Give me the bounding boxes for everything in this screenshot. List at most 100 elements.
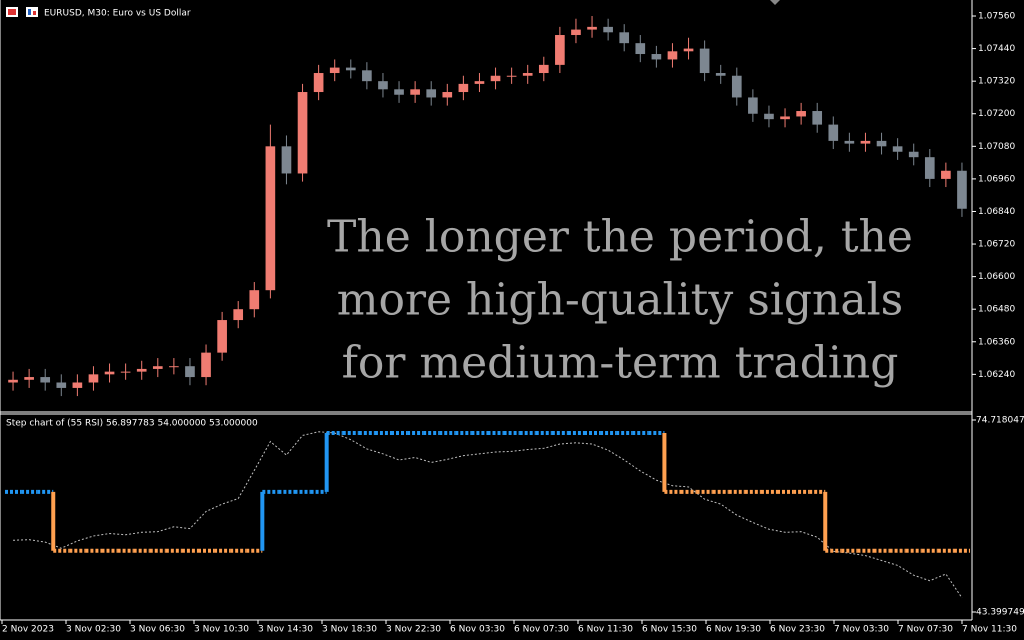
candle-body	[667, 51, 678, 60]
candle-body	[120, 371, 131, 373]
candle-body	[362, 70, 372, 82]
price-label: 1.06840	[978, 207, 1015, 217]
candle-body	[394, 89, 404, 95]
time-label: 2 Nov 2023	[2, 625, 54, 635]
price-label: 1.07560	[978, 12, 1015, 22]
time-label: 3 Nov 22:30	[386, 625, 441, 635]
candle-body	[555, 35, 565, 65]
price-label: 1.06480	[978, 305, 1015, 315]
candle-body	[8, 379, 18, 383]
candle-body	[780, 116, 790, 120]
candle-body	[876, 140, 887, 147]
price-label: 1.07440	[978, 44, 1015, 54]
time-label: 6 Nov 11:30	[578, 625, 633, 635]
window-title: EURUSD, M30: Euro vs US Dollar	[44, 9, 191, 19]
candle-body	[587, 26, 597, 30]
indicator-label: 74.718047	[976, 416, 1024, 426]
indicator-title: Step chart of (55 RSI) 56.897783 54.0000…	[6, 419, 258, 429]
candle-body	[426, 89, 437, 98]
candle-body	[908, 151, 919, 158]
shift-marker	[770, 0, 780, 5]
time-label: 6 Nov 19:30	[706, 625, 761, 635]
candle-body	[941, 170, 951, 179]
candle-body	[506, 75, 517, 77]
candle-body	[40, 377, 51, 383]
candle-body	[828, 124, 839, 141]
candle-body	[152, 366, 163, 369]
candle-body	[715, 73, 726, 76]
time-label: 6 Nov 15:30	[642, 625, 697, 635]
candle-body	[281, 146, 292, 174]
icon	[8, 9, 16, 15]
candle-body	[329, 67, 340, 74]
price-label: 1.06960	[978, 174, 1015, 184]
price-label: 1.06360	[978, 337, 1015, 347]
price-label: 1.07320	[978, 77, 1015, 87]
overlay-text: more high-quality signals	[337, 275, 904, 326]
candle-body	[683, 48, 694, 52]
candle-body	[313, 73, 324, 93]
time-label: 3 Nov 06:30	[130, 625, 185, 635]
candle-body	[217, 320, 227, 353]
candle-body	[345, 67, 356, 71]
time-label: 6 Nov 03:30	[450, 625, 505, 635]
time-label: 6 Nov 23:30	[770, 625, 825, 635]
price-label: 1.06600	[978, 272, 1015, 282]
candle-body	[249, 290, 260, 310]
time-label: 7 Nov 11:30	[962, 625, 1017, 635]
candle-body	[844, 140, 855, 144]
icon	[26, 7, 38, 17]
candle-body	[748, 97, 758, 114]
candle-body	[731, 75, 742, 98]
candle-body	[892, 146, 903, 152]
time-label: 3 Nov 14:30	[258, 625, 313, 635]
candle-body	[265, 146, 276, 291]
candle-body	[410, 89, 420, 95]
rsi-line	[13, 431, 963, 599]
candle-body	[603, 26, 613, 33]
price-label: 1.06240	[978, 370, 1015, 380]
price-label: 1.07200	[978, 109, 1015, 119]
candle-body	[24, 377, 34, 380]
time-label: 7 Nov 07:30	[898, 625, 953, 635]
candle-body	[169, 366, 179, 368]
price-label: 1.06720	[978, 240, 1015, 250]
candle-body	[924, 157, 935, 179]
candle-body	[474, 81, 485, 84]
time-label: 3 Nov 10:30	[194, 625, 249, 635]
candle-body	[812, 111, 823, 125]
candle-body	[442, 92, 453, 98]
overlay-text: for medium-term trading	[342, 338, 899, 389]
candle-body	[796, 111, 806, 117]
candle-body	[72, 382, 83, 388]
time-label: 3 Nov 02:30	[66, 625, 121, 635]
candle-body	[56, 382, 67, 388]
time-label: 7 Nov 03:30	[834, 625, 889, 635]
candle-body	[378, 81, 388, 90]
indicator-label: 43.399749	[976, 608, 1024, 618]
candle-body	[860, 140, 871, 144]
candle-body	[297, 92, 308, 174]
candle-body	[185, 366, 195, 378]
candle-body	[522, 73, 533, 76]
price-label: 1.07080	[978, 142, 1015, 152]
time-label: 3 Nov 18:30	[322, 625, 377, 635]
candle-body	[88, 374, 99, 383]
candle-body	[458, 83, 469, 93]
candle-body	[490, 75, 501, 82]
candle-body	[201, 352, 211, 378]
candle-body	[957, 170, 967, 209]
candle-body	[136, 368, 147, 372]
candle-body	[233, 309, 244, 321]
candle-body	[104, 371, 115, 375]
icon	[28, 9, 31, 15]
candle-body	[764, 113, 774, 120]
candle-body	[699, 48, 710, 74]
candle-body	[619, 32, 630, 44]
overlay-text: The longer the period, the	[327, 212, 913, 263]
candle-body	[651, 54, 662, 60]
icon	[33, 11, 36, 15]
candle-body	[571, 29, 581, 36]
